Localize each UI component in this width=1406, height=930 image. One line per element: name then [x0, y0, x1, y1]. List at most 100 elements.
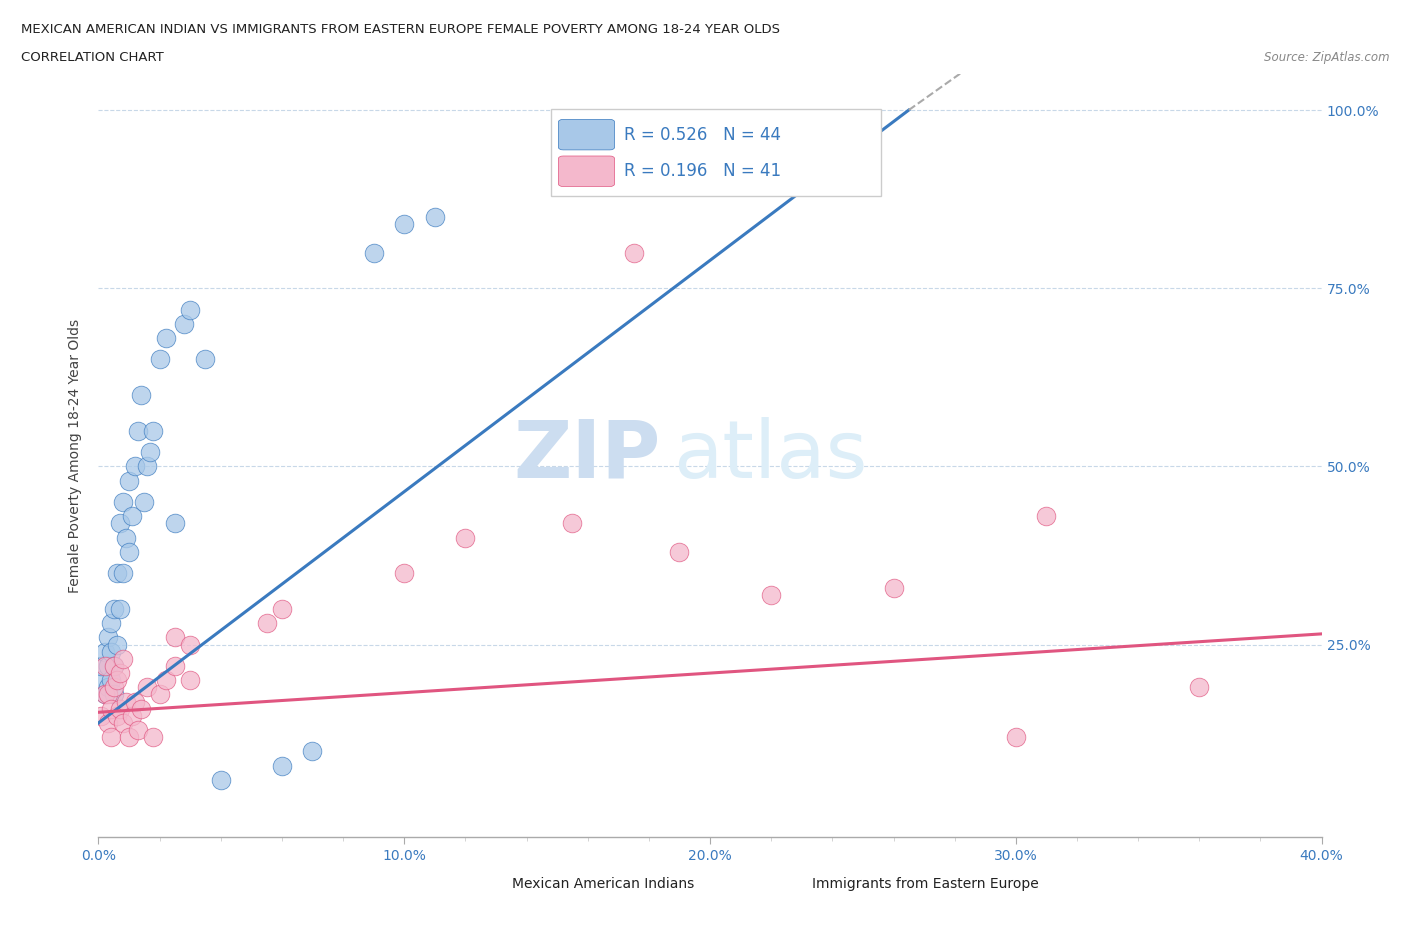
- Point: [105, 637, 128, 652]
- Point: [136, 458, 159, 473]
- Point: [270, 602, 292, 617]
- Point: [97, 680, 120, 695]
- Point: [121, 509, 143, 524]
- Point: [100, 616, 122, 631]
- Point: [194, 352, 217, 367]
- Point: [149, 352, 172, 367]
- Point: [118, 730, 141, 745]
- Point: [129, 388, 152, 403]
- Point: [1004, 730, 1026, 745]
- Point: [270, 758, 292, 773]
- Point: [108, 701, 131, 716]
- Point: [111, 565, 134, 580]
- Point: [100, 644, 122, 659]
- Point: [124, 694, 146, 709]
- Point: [90, 658, 112, 673]
- Point: [93, 687, 115, 702]
- Point: [134, 495, 156, 510]
- Point: [103, 680, 125, 695]
- Point: [139, 445, 162, 459]
- Text: Mexican American Indians: Mexican American Indians: [512, 877, 695, 891]
- Text: Source: ZipAtlas.com: Source: ZipAtlas.com: [1264, 51, 1389, 64]
- Point: [111, 495, 134, 510]
- Point: [93, 644, 115, 659]
- FancyBboxPatch shape: [461, 873, 506, 897]
- Text: Immigrants from Eastern Europe: Immigrants from Eastern Europe: [811, 877, 1038, 891]
- Point: [90, 672, 112, 687]
- Point: [423, 209, 446, 224]
- Point: [883, 580, 905, 595]
- FancyBboxPatch shape: [558, 119, 614, 150]
- Text: R = 0.196   N = 41: R = 0.196 N = 41: [624, 162, 782, 180]
- Point: [100, 701, 122, 716]
- Point: [90, 709, 112, 724]
- Point: [111, 651, 134, 666]
- Point: [129, 701, 152, 716]
- Point: [179, 672, 201, 687]
- Point: [301, 744, 323, 759]
- Point: [209, 773, 232, 788]
- Point: [454, 530, 477, 545]
- Point: [392, 217, 416, 232]
- Point: [103, 658, 125, 673]
- Point: [100, 672, 122, 687]
- Point: [127, 423, 149, 438]
- Point: [115, 694, 138, 709]
- Point: [136, 680, 159, 695]
- Point: [142, 423, 165, 438]
- Point: [1035, 509, 1057, 524]
- Text: MEXICAN AMERICAN INDIAN VS IMMIGRANTS FROM EASTERN EUROPE FEMALE POVERTY AMONG 1: MEXICAN AMERICAN INDIAN VS IMMIGRANTS FR…: [21, 23, 780, 36]
- FancyBboxPatch shape: [558, 156, 614, 187]
- Point: [623, 246, 645, 260]
- Point: [668, 544, 690, 559]
- Point: [97, 715, 120, 730]
- Point: [108, 602, 131, 617]
- Point: [149, 687, 172, 702]
- FancyBboxPatch shape: [551, 109, 882, 196]
- Point: [163, 516, 186, 531]
- Point: [103, 602, 125, 617]
- Point: [179, 637, 201, 652]
- Point: [256, 616, 278, 631]
- Point: [103, 687, 125, 702]
- Point: [111, 715, 134, 730]
- Point: [163, 658, 186, 673]
- Point: [142, 730, 165, 745]
- Point: [93, 687, 115, 702]
- Point: [97, 630, 120, 644]
- Point: [97, 687, 120, 702]
- Text: ZIP: ZIP: [513, 417, 661, 495]
- Point: [759, 587, 782, 602]
- Point: [108, 516, 131, 531]
- Point: [127, 723, 149, 737]
- Point: [118, 473, 141, 488]
- Point: [124, 458, 146, 473]
- Point: [100, 730, 122, 745]
- Point: [105, 565, 128, 580]
- Point: [561, 516, 583, 531]
- Text: R = 0.526   N = 44: R = 0.526 N = 44: [624, 126, 782, 143]
- Point: [363, 246, 385, 260]
- Point: [115, 530, 138, 545]
- Point: [155, 331, 177, 346]
- Point: [103, 658, 125, 673]
- Point: [105, 709, 128, 724]
- Text: atlas: atlas: [673, 417, 868, 495]
- Point: [759, 124, 782, 139]
- Point: [392, 565, 416, 580]
- Point: [97, 658, 120, 673]
- Point: [179, 302, 201, 317]
- Point: [1188, 680, 1211, 695]
- Point: [118, 544, 141, 559]
- Point: [173, 316, 195, 331]
- Point: [155, 672, 177, 687]
- Point: [105, 672, 128, 687]
- Point: [163, 630, 186, 644]
- Text: CORRELATION CHART: CORRELATION CHART: [21, 51, 165, 64]
- Y-axis label: Female Poverty Among 18-24 Year Olds: Female Poverty Among 18-24 Year Olds: [69, 319, 83, 592]
- Point: [108, 666, 131, 681]
- Point: [121, 709, 143, 724]
- Point: [668, 124, 690, 139]
- Point: [93, 658, 115, 673]
- FancyBboxPatch shape: [762, 873, 806, 897]
